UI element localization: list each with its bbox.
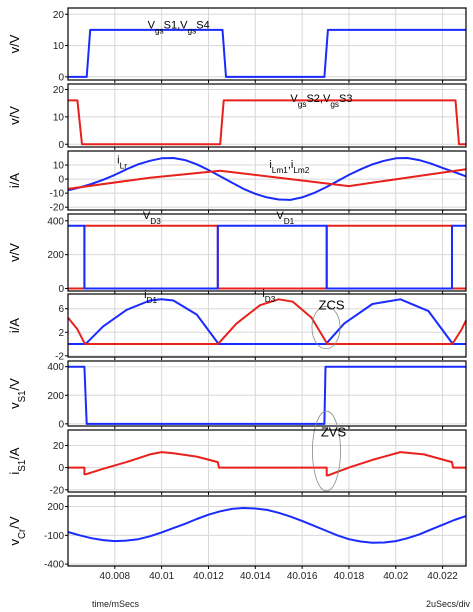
y-axis-label: v/V <box>7 243 22 262</box>
series-p5-blue <box>68 298 466 345</box>
y-tick-label: 0 <box>58 175 64 186</box>
panel-frame <box>67 7 467 81</box>
panel-frame <box>67 83 467 148</box>
y-tick-label: 400 <box>47 362 64 373</box>
zone-ellipse <box>312 410 341 492</box>
y-tick-label: 10 <box>53 41 65 52</box>
panel-p8: -400 -100 200 vCr/V <box>7 495 467 571</box>
y-tick-label: 0 <box>58 419 64 430</box>
y-tick-label: 10 <box>53 161 65 172</box>
series-p4-blue <box>68 224 466 290</box>
series-annotation: VD3 <box>143 210 161 226</box>
panel-frame <box>67 495 467 567</box>
series-annotation: iLr <box>117 155 127 171</box>
y-tick-label: -400 <box>44 560 64 571</box>
panel-frame <box>67 360 467 427</box>
panel-frame <box>67 150 467 211</box>
y-tick-label: 6 <box>58 304 64 315</box>
series-p2-red <box>68 99 466 146</box>
y-tick-label: 20 <box>53 10 65 21</box>
y-tick-label: -2 <box>55 351 64 362</box>
x-tick-label: 40.022 <box>427 571 458 582</box>
y-tick-label: 0 <box>58 463 64 474</box>
series-p5-red <box>67 298 467 345</box>
series-annotation: iD3 <box>262 288 275 304</box>
series-p4-red <box>68 224 466 290</box>
x-tick-label: 40.014 <box>240 571 271 582</box>
y-tick-label: 2 <box>58 328 64 339</box>
y-axis-label: vCr/V <box>7 516 28 545</box>
y-tick-label: -100 <box>44 531 64 542</box>
series-annotation: iLm1,iLm2 <box>269 159 309 175</box>
panel-p1: 0 10 20 VgsS1,VgsS4 v/V <box>7 7 467 83</box>
series-p6-blue <box>68 365 466 425</box>
y-axis-label: v/V <box>7 34 22 53</box>
waveform-panels: 01020VgsS1,VgsS4v/V01020VgsS2,VgsS3v/V-2… <box>7 7 467 582</box>
y-axis-label: i/A <box>7 318 22 334</box>
y-tick-label: 20 <box>53 85 65 96</box>
series-p1-blue <box>68 28 466 78</box>
y-tick-label: 200 <box>47 391 64 402</box>
panel-frame <box>67 213 467 292</box>
x-tick-label: 40.012 <box>193 571 224 582</box>
panel-p3: -20 -10 0 10 iLr iLm1,iLm2 i/A <box>7 150 467 214</box>
x-tick-label: 40.02 <box>383 571 408 582</box>
y-tick-label: 200 <box>47 250 64 261</box>
x-axis-label: time/mSecs <box>92 599 140 609</box>
series-p3-blue <box>67 157 467 201</box>
panel-frame <box>67 429 467 493</box>
panel-p6: 0 200 400 vS1/V <box>7 360 467 430</box>
panel-p2: 0 10 20 VgsS2,VgsS3 v/V <box>7 83 467 151</box>
panel-p5: -2 2 6 ZCS iD1 iD3 i/A <box>7 288 467 362</box>
x-tick-label: 40.008 <box>100 571 131 582</box>
y-tick-label: 20 <box>53 441 65 452</box>
y-axis-label: v/V <box>7 106 22 125</box>
y-axis-label: iS1/A <box>7 447 28 474</box>
series-annotation: VgsS1,VgsS4 <box>148 19 210 34</box>
series-annotation: VgsS2,VgsS3 <box>290 93 352 109</box>
zone-label: ZCS <box>319 297 345 312</box>
series-p3-red <box>67 168 467 190</box>
y-tick-label: -20 <box>50 485 65 496</box>
y-tick-label: -10 <box>50 189 65 200</box>
series-p7-red <box>68 451 466 477</box>
y-tick-label: 0 <box>58 72 64 83</box>
series-annotation: VD1 <box>276 210 294 226</box>
panel-p4: 0 200 400 VD3 VD1 v/V <box>7 210 467 295</box>
x-tick-label: 40.01 <box>149 571 174 582</box>
x-axis: 40.008 40.01 40.012 40.014 40.016 40.018 40.02… <box>100 571 459 582</box>
zone-label: ZVS <box>321 425 347 440</box>
y-tick-label: 0 <box>58 284 64 295</box>
y-tick-label: 0 <box>58 140 64 151</box>
y-tick-label: 10 <box>53 112 65 123</box>
x-tick-label: 40.018 <box>334 571 365 582</box>
x-tick-label: 40.016 <box>287 571 318 582</box>
time-per-division: 2uSecs/div <box>426 599 471 609</box>
y-tick-label: 200 <box>47 502 64 513</box>
series-p8-blue <box>67 507 467 544</box>
y-axis-label: i/A <box>7 173 22 189</box>
series-annotation: iD1 <box>144 289 157 305</box>
y-tick-label: -20 <box>50 203 65 214</box>
zone-ellipse <box>311 305 341 350</box>
panel-frame <box>67 293 467 358</box>
y-axis-label: vS1/V <box>7 378 28 409</box>
y-tick-label: 400 <box>47 216 64 227</box>
panel-p7: -20 0 20 ZVS iS1/A <box>7 410 467 496</box>
